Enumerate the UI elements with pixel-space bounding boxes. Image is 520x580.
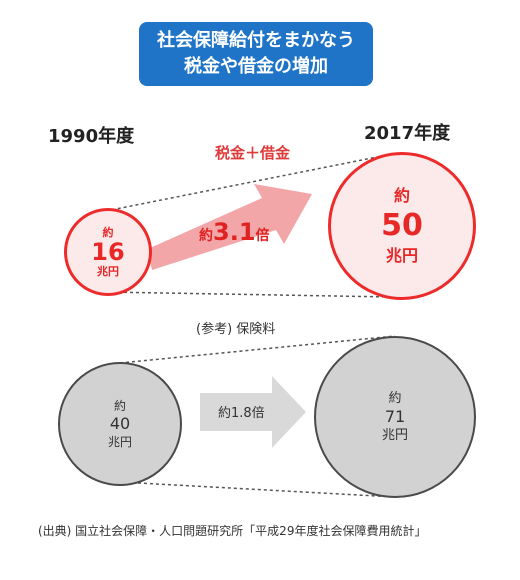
year-1990-label: 1990年度 (48, 126, 135, 147)
title-box: 社会保障給付をまかなう 税金や借金の増加 (139, 22, 373, 86)
circle-2017-tax-debt: 約 50 兆円 (328, 152, 476, 300)
circle-2017-unit: 兆円 (385, 246, 418, 265)
circle-1990-tax-debt: 約 16 兆円 (64, 208, 152, 296)
gray-top-dashed-line (119, 335, 396, 364)
gray-1990-unit: 兆円 (107, 435, 132, 449)
red-ratio-suffix: 倍 (255, 228, 270, 244)
red-bottom-dashed-line (105, 291, 393, 298)
title-line-2: 税金や借金の増加 (184, 56, 328, 77)
gray-2017-value: 71 (384, 407, 406, 426)
red-growth-arrow (150, 184, 312, 270)
red-ratio-prefix: 約 (199, 228, 213, 244)
gray-1990-value: 40 (109, 414, 131, 433)
gray-growth-arrow (200, 376, 306, 448)
circle-2017-approx: 約 (393, 186, 410, 205)
reference-insurance-label: (参考) 保険料 (196, 322, 276, 337)
tax-debt-label: 税金＋借金 (215, 144, 291, 162)
circle-1990-value: 16 (91, 238, 125, 266)
year-2017-label: 2017年度 (364, 123, 451, 144)
circle-2017-premiums: 約 71 兆円 (314, 336, 476, 498)
circle-1990-premiums: 約 40 兆円 (58, 362, 182, 486)
gray-ratio-label: 約1.8倍 (218, 406, 265, 421)
gray-2017-unit: 兆円 (381, 428, 408, 443)
gray-2017-approx: 約 (388, 391, 402, 406)
red-top-dashed-line (105, 153, 393, 212)
source-citation: (出典) 国立社会保障・人口問題研究所「平成29年度社会保障費用統計」 (38, 524, 427, 538)
title-line-1: 社会保障給付をまかなう (157, 30, 355, 51)
red-ratio-value: 3.1 (213, 218, 256, 246)
red-ratio-label: 約3.1倍 (199, 218, 270, 246)
gray-bottom-dashed-line (119, 481, 396, 498)
circle-1990-unit: 兆円 (97, 265, 119, 278)
circle-2017-value: 50 (381, 208, 423, 243)
gray-1990-approx: 約 (113, 399, 126, 413)
circle-1990-approx: 約 (102, 226, 114, 239)
